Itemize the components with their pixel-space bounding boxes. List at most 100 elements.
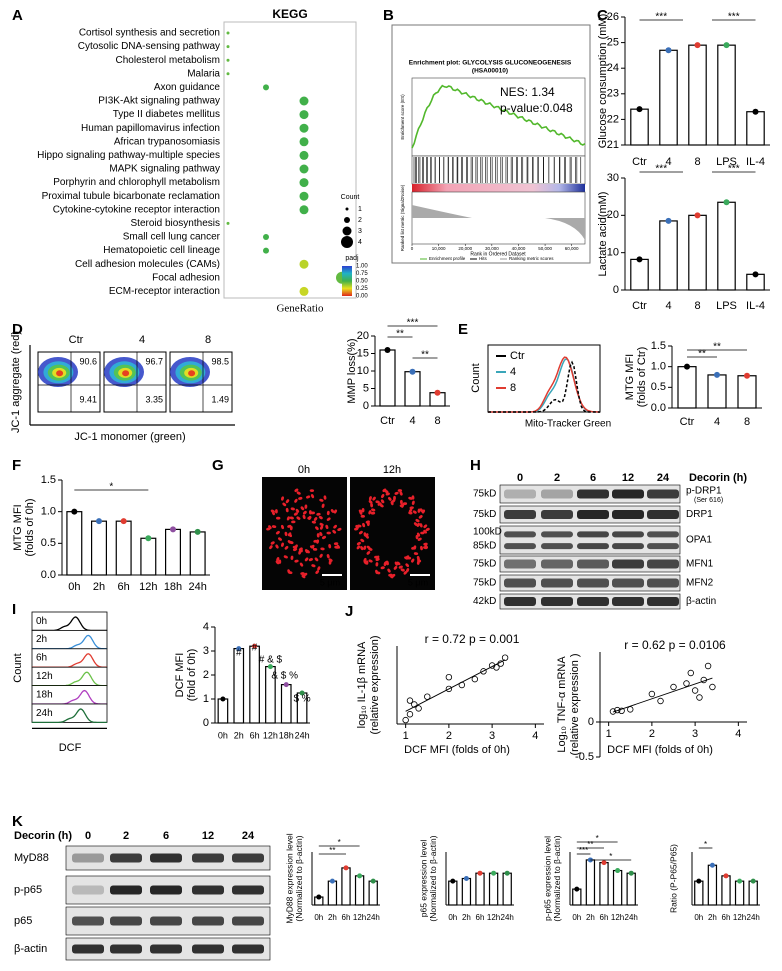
bar-point xyxy=(491,870,497,876)
mito xyxy=(323,495,327,500)
scatter-point xyxy=(406,711,414,718)
y-axis-label: (folds of Ctr) xyxy=(636,347,648,408)
bar-point xyxy=(636,256,643,263)
mito xyxy=(415,534,419,540)
x-tick-label: 24h xyxy=(747,913,760,922)
mito xyxy=(391,499,396,503)
y-axis-label: MTG MFI xyxy=(12,504,24,550)
bar-point xyxy=(370,878,376,884)
x-tick-label: 12h xyxy=(611,913,624,922)
mito xyxy=(360,514,365,518)
blot-band xyxy=(577,531,609,538)
x-tick-label: 4 xyxy=(532,730,538,742)
sig-annotation: # & $ xyxy=(259,655,283,666)
mito xyxy=(336,544,340,549)
dot xyxy=(226,31,230,35)
sample-label: 2h xyxy=(36,634,47,645)
histogram-curve xyxy=(488,360,600,413)
y-tick-label: 1.5 xyxy=(651,340,666,352)
mito xyxy=(405,563,410,568)
blot-band xyxy=(72,916,104,926)
y-axis-label: p-p65 expression level xyxy=(542,836,552,921)
histogram-curve xyxy=(488,356,600,413)
mito xyxy=(415,519,420,523)
mito xyxy=(366,551,371,555)
legend-dot xyxy=(345,207,349,211)
lane-label: 0 xyxy=(517,472,523,484)
mito xyxy=(356,545,361,550)
term-label: PI3K-Akt signaling pathway xyxy=(98,96,220,107)
panel-letter: I xyxy=(12,601,16,618)
es-curve xyxy=(411,84,586,149)
mito xyxy=(278,559,282,564)
panel-letter: D xyxy=(12,321,23,338)
scatter-point xyxy=(445,674,453,681)
x-tick-label: 24h xyxy=(367,913,380,922)
blot-band xyxy=(232,916,264,926)
mito xyxy=(389,574,394,579)
scatter-point xyxy=(687,669,694,677)
mito xyxy=(304,504,308,509)
dot xyxy=(299,137,309,147)
mito xyxy=(305,495,311,499)
y-axis-label: (Normalized to β-actin) xyxy=(552,835,562,921)
y-axis-label: (folds of 0h) xyxy=(24,498,36,556)
lane-label: 2 xyxy=(554,472,560,484)
blot-band xyxy=(504,531,536,538)
x-tick-label: 8 xyxy=(744,416,750,428)
bar-point xyxy=(299,690,305,696)
mito xyxy=(283,555,288,559)
x-tick-label: 3 xyxy=(489,730,495,742)
x-tick-label: 6h xyxy=(476,913,485,922)
mito xyxy=(326,510,330,516)
mito xyxy=(293,512,298,516)
mito xyxy=(368,496,372,501)
sig-annotation: * xyxy=(609,852,612,861)
blot-band xyxy=(72,853,104,863)
x-tick-label: 1 xyxy=(403,730,409,742)
mito xyxy=(311,564,316,568)
mito xyxy=(423,524,428,529)
protein-label: β-actin xyxy=(14,943,47,955)
mito xyxy=(296,516,301,520)
mito xyxy=(314,557,319,562)
mito xyxy=(268,525,272,530)
legend-label: Ctr xyxy=(510,350,525,362)
mito xyxy=(319,498,324,502)
panel-letter: B xyxy=(383,7,394,24)
sig-annotation: *** xyxy=(407,318,419,329)
mito xyxy=(269,545,273,550)
term-label: Hippo signaling pathway-multiple species xyxy=(37,150,220,161)
legend-dot xyxy=(342,226,352,236)
y-tick-label: 0.0 xyxy=(651,402,666,414)
mito xyxy=(287,569,291,574)
mito xyxy=(319,522,324,527)
mito xyxy=(375,557,380,562)
mito xyxy=(299,562,304,567)
protein-label: p65 xyxy=(14,915,32,927)
legend-label: Hits xyxy=(479,256,487,261)
mito xyxy=(281,542,284,547)
mito xyxy=(424,544,428,549)
bar-point xyxy=(744,372,750,379)
colorbar-label: 0.00 xyxy=(356,294,368,300)
x-tick-label: 20,000 xyxy=(458,246,472,251)
x-tick-label: 40,000 xyxy=(512,246,526,251)
scatter-point xyxy=(445,685,453,693)
blot-band xyxy=(647,531,679,538)
term-label: Malaria xyxy=(187,68,220,79)
term-label: Human papillomavirus infection xyxy=(81,123,220,134)
blot-band xyxy=(541,578,573,588)
protein-label: OPA1 xyxy=(686,535,712,546)
dot xyxy=(299,191,309,201)
scatter-point xyxy=(501,654,509,661)
scatter-point xyxy=(402,716,409,724)
mito xyxy=(356,541,361,546)
chart-title: KEGG xyxy=(272,7,307,21)
mito xyxy=(370,503,374,508)
x-tick-label: 12h xyxy=(487,913,500,922)
x-tick-label: 4 xyxy=(735,728,741,740)
sig-annotation: * xyxy=(704,840,707,849)
mito xyxy=(418,515,423,519)
blot-band xyxy=(232,944,264,954)
